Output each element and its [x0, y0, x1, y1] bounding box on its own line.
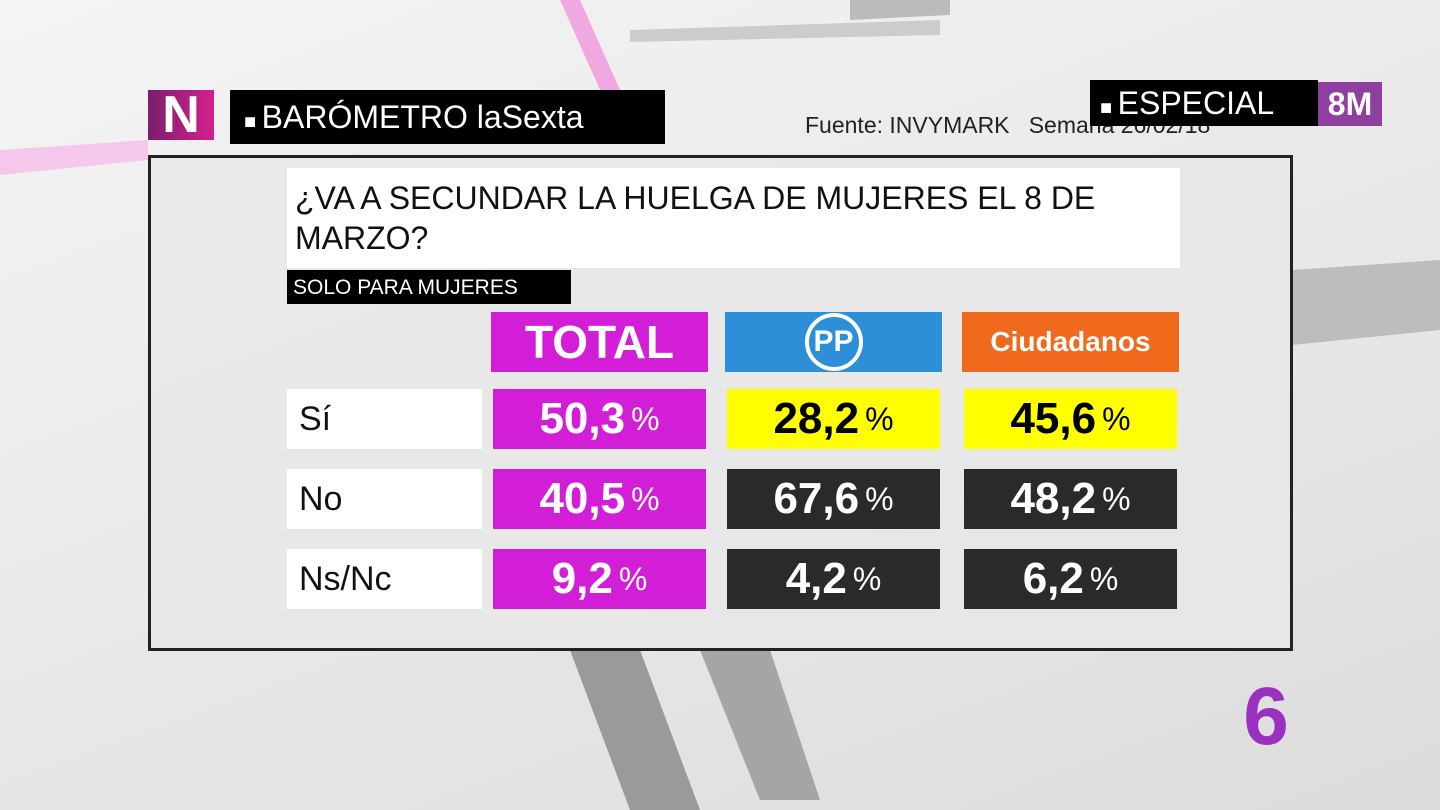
value: 45,6 [1010, 394, 1097, 443]
column-header: TOTAL [491, 312, 708, 372]
column-header: Ciudadanos [962, 312, 1179, 372]
value: 28,2 [773, 394, 860, 443]
program-title: BARÓMETRO laSexta [261, 99, 584, 135]
channel-logo: 6 [1243, 671, 1289, 762]
unit: % [865, 400, 894, 437]
source: Fuente: INVYMARK [805, 112, 1010, 138]
value: 40,5 [539, 474, 626, 523]
unit: % [1102, 400, 1131, 437]
unit: % [631, 480, 660, 517]
brand-logo: N [148, 89, 214, 141]
unit: % [852, 560, 882, 597]
special-bar: ■ ESPECIAL [1090, 80, 1318, 126]
column-header: PP [725, 312, 942, 372]
value-cell: 28,2% [727, 389, 940, 449]
value: 9,2 [551, 554, 613, 603]
column-title: PP [804, 313, 863, 371]
value-cell: 48,2% [964, 469, 1177, 529]
subtitle: SOLO PARA MUJERES [287, 270, 571, 304]
value-cell: 4,2% [727, 549, 940, 609]
row-label: Ns/Nc [287, 549, 482, 609]
value-cell: 9,2% [493, 549, 706, 609]
column-title: Ciudadanos [990, 326, 1151, 357]
value-cell: 6,2% [964, 549, 1177, 609]
unit: % [1102, 480, 1131, 517]
value-cell: 45,6% [964, 389, 1177, 449]
row-label: No [287, 469, 482, 529]
unit: % [631, 400, 660, 437]
special: ESPECIAL [1117, 85, 1275, 121]
value: 48,2 [1010, 474, 1097, 523]
special-tag: 8M [1318, 82, 1382, 126]
value: 67,6 [773, 474, 860, 523]
unit: % [1089, 560, 1119, 597]
value: 6,2 [1022, 554, 1084, 603]
unit: % [865, 480, 894, 517]
row-label: Sí [287, 389, 482, 449]
value-cell: 67,6% [727, 469, 940, 529]
program-bar: ■ BARÓMETRO laSexta [230, 90, 665, 144]
value: 4,2 [785, 554, 847, 603]
column-title: TOTAL [524, 316, 675, 368]
question: ¿VA A SECUNDAR LA HUELGA DE MUJERES EL 8… [287, 168, 1180, 268]
value-cell: 50,3% [493, 389, 706, 449]
unit: % [618, 560, 648, 597]
value: 50,3 [539, 394, 626, 443]
value-cell: 40,5% [493, 469, 706, 529]
